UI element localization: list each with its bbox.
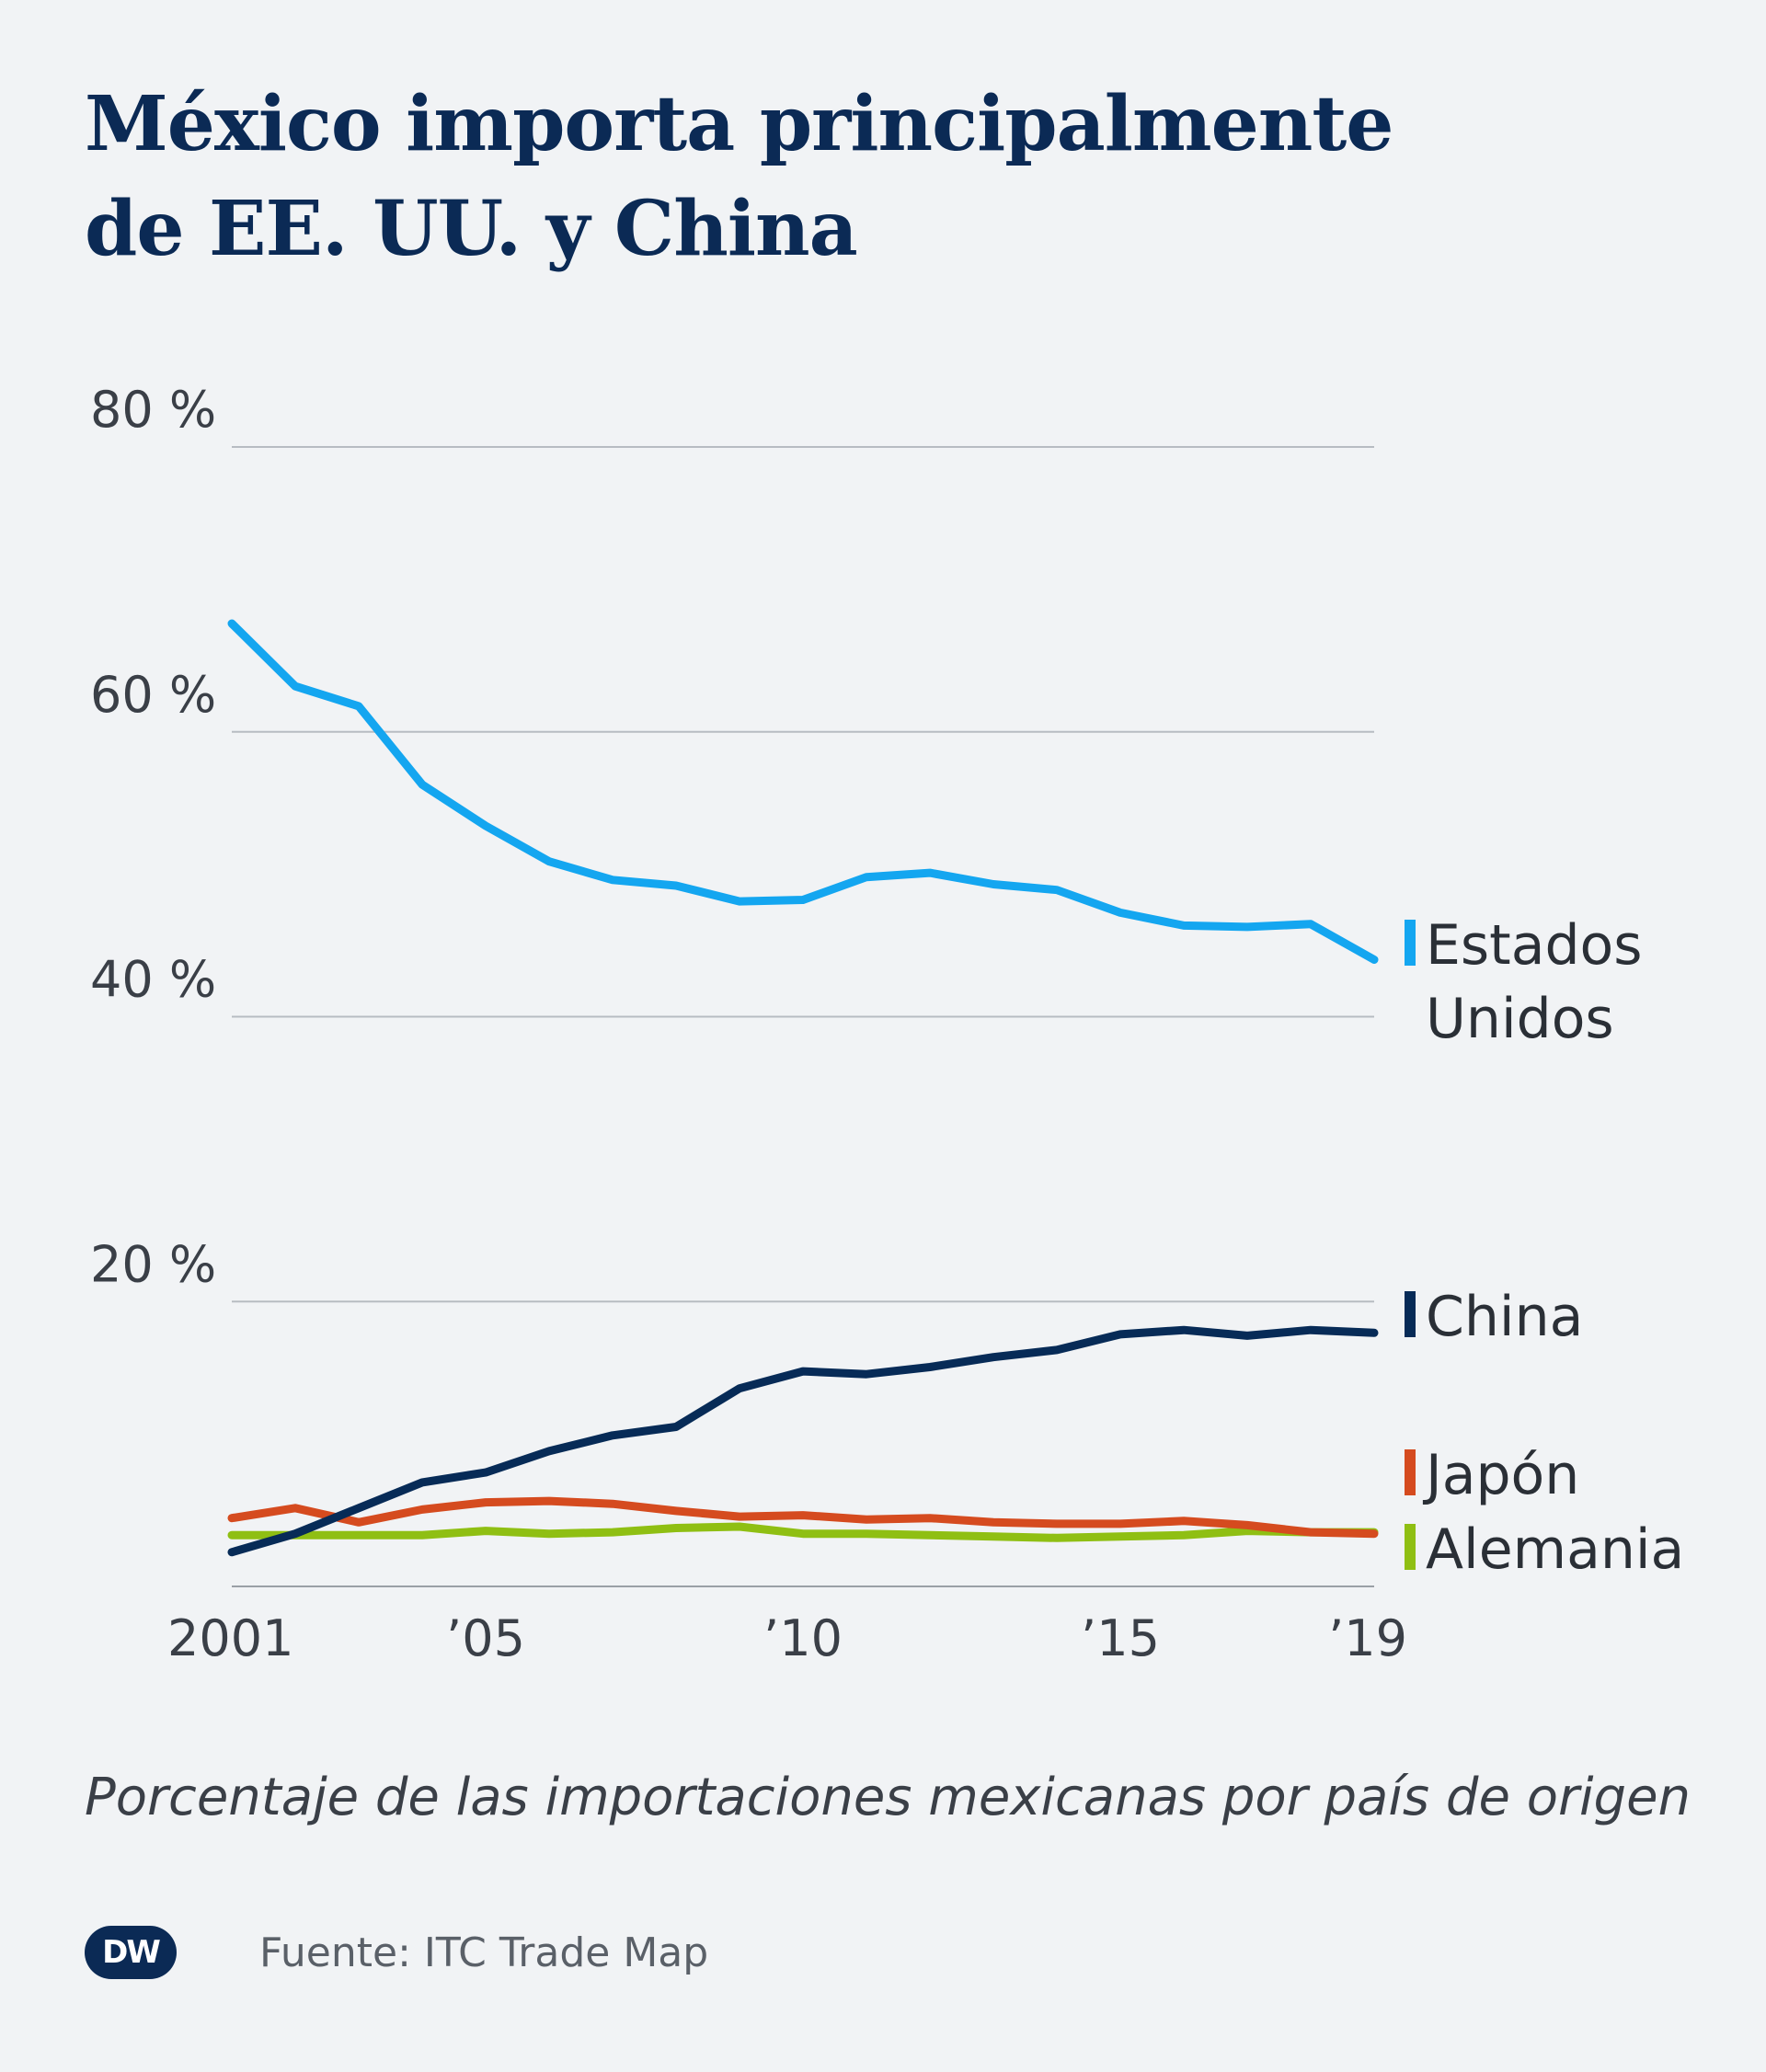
series-lines <box>227 619 1379 1557</box>
chart-title-line-2: de EE. UU. y China <box>85 185 858 273</box>
legend-label-china: China <box>1426 1285 1583 1349</box>
y-axis-tick-labels: 20 % 40 % 60 % 80 % <box>90 381 216 1293</box>
chart-subtitle: Porcentaje de las importaciones mexicana… <box>85 1768 1691 1827</box>
chart-title: México importa principalmente de EE. UU.… <box>85 72 1703 281</box>
legend-label-estados-unidos-2: Unidos <box>1426 987 1614 1051</box>
legend-marker-alemania <box>1405 1524 1416 1570</box>
legend-marker-estados-unidos <box>1405 920 1416 966</box>
series-line-alemania <box>227 1522 1379 1542</box>
series-line-china <box>227 1325 1379 1557</box>
y-tick-label-40: 40 % <box>90 951 216 1009</box>
legend-marker-china <box>1405 1291 1416 1337</box>
x-axis-tick-labels: 2001 ’05 ’10 ’15 ’19 <box>167 1609 1407 1667</box>
legend-label-estados-unidos-1: Estados <box>1426 913 1643 978</box>
x-tick-label-2005: ’05 <box>446 1609 525 1667</box>
line-chart: 20 % 40 % 60 % 80 % 2001 ’05 ’10 ’15 ’19 Estado… <box>90 381 1684 1667</box>
source-note: Fuente: ITC Trade Map <box>259 1929 709 1976</box>
legend-label-japón: Japón <box>1422 1443 1579 1507</box>
y-tick-label-60: 60 % <box>90 666 216 724</box>
legend-label-alemania: Alemania <box>1426 1517 1684 1582</box>
dw-logo: DW <box>85 1926 177 1979</box>
chart-title-line-1: México importa principalmente <box>85 80 1393 168</box>
x-tick-label-2010: ’10 <box>763 1609 843 1667</box>
y-tick-label-80: 80 % <box>90 381 216 439</box>
series-line-estados-unidos <box>227 619 1379 964</box>
legend-marker-japón <box>1405 1449 1416 1495</box>
x-tick-label-2019: ’19 <box>1328 1609 1407 1667</box>
gridlines <box>232 446 1374 1587</box>
legend: Estados Unidos China Japón Alemania <box>1405 913 1684 1582</box>
y-tick-label-20: 20 % <box>90 1235 216 1293</box>
x-tick-label-2001: 2001 <box>167 1609 293 1667</box>
series-line-japón <box>227 1496 1379 1539</box>
x-tick-label-2015: ’15 <box>1081 1609 1160 1667</box>
